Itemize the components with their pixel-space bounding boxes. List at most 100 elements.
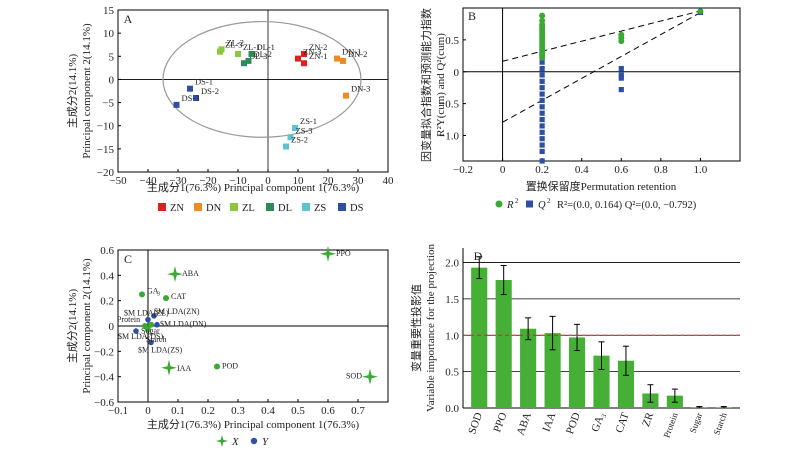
panel-c-x-star	[320, 245, 336, 262]
panel-c-y-label: $M LDA(DN)	[160, 320, 207, 329]
panel-b-xtick-label: 0.8	[654, 164, 668, 176]
panel-a-point-label: DL-3	[249, 51, 267, 61]
panel-a-point-label: DN-3	[351, 84, 370, 94]
panel-a-point-label: DL-1	[257, 42, 275, 52]
panel-a-point-label: DN-1	[342, 47, 361, 57]
panel-b-q2-point	[618, 75, 624, 81]
panel-b-regression-q2	[502, 12, 701, 123]
panel-a-frame	[117, 9, 389, 173]
panel-b-ytick-label: 0.5	[445, 35, 459, 47]
panel-d-category-label: PPO	[491, 411, 509, 434]
panel-c-ylabel-cn: 主成分2(14.1%)	[66, 289, 79, 364]
panel-a-point-label: DS-2	[201, 86, 219, 96]
panel-c-x-label: GA	[147, 286, 159, 295]
panel-b-xtick-label: 0.4	[575, 164, 589, 176]
panel-a-ytick-label: 15	[103, 5, 115, 17]
panel-c-ytick-label: −0.2	[94, 346, 114, 358]
panel-c-ytick-label: 0.2	[100, 296, 114, 308]
panel-c-xtick-label: 0.7	[351, 405, 365, 417]
panel-d: 0.0 0.5 1.0 1.5 2.0 SOD PPO ABA IAA POD GA₃ CAT ZR Pr…	[409, 244, 740, 439]
panel-c: −0.1 0 0.1 0.2 0.3 0.4 0.5 0.6 0.7 −0.6 −0.4 −0.2 0 0…	[66, 245, 389, 448]
panel-d-ytick-label: 0.0	[445, 403, 459, 415]
panel-a-xtick-label: 20	[323, 175, 335, 187]
panel-c-x-star	[161, 359, 177, 376]
panel-c-y-label: $M LDA(DS)	[118, 332, 163, 341]
panel-b-xlabel: 置换保留度Permutation retention	[526, 179, 677, 193]
panel-a-point	[340, 57, 346, 64]
panel-b-q2-point	[539, 129, 545, 135]
panel-a-point	[334, 55, 340, 62]
panel-c-ylabel-en: Principal component 2(14.1%)	[81, 258, 93, 394]
panel-b-q2-point	[539, 104, 545, 110]
panel-a-xtick-label: −30	[169, 175, 187, 187]
panel-b-ytick-label: −1.0	[439, 131, 459, 143]
panel-c-ytick-label: 0.6	[100, 245, 114, 257]
panel-b-q2-point	[539, 123, 545, 129]
panel-a-point	[173, 101, 180, 108]
panel-c-xtick-label: 0.4	[261, 405, 275, 417]
panel-c-x-point	[214, 363, 220, 370]
panel-c-legend-y-swatch	[250, 437, 258, 445]
panel-c-y-label: $M LDA(ZL)	[124, 309, 169, 318]
panel-d-category-label: GA₃	[589, 411, 607, 434]
panel-c-x-label: POD	[222, 362, 238, 371]
panel-a-point	[193, 94, 199, 101]
panel-c-legend-y-label: Y	[262, 436, 270, 448]
panel-d-category-label: IAA	[540, 411, 558, 434]
panel-d-bar	[568, 337, 586, 408]
panel-b-r2-point	[697, 8, 704, 15]
panel-c-x-star	[167, 266, 183, 283]
panel-a-point-label: ZL-3	[225, 40, 242, 50]
panel-c-y-label: $M LDA(ZS)	[138, 345, 183, 354]
panel-c-xtick-label: 0.3	[231, 405, 245, 417]
panel-a-ytick-label: 10	[103, 28, 115, 40]
panel-a-point	[301, 60, 307, 67]
panel-a-xtick-label: 0	[265, 175, 271, 187]
panel-d-ylabel-cn: 变量重要性投影值	[409, 284, 423, 372]
panel-a-point	[245, 57, 252, 64]
panel-b-q2-point	[539, 142, 545, 148]
panel-d-category-label: POD	[564, 411, 583, 436]
panel-b-q2-point	[539, 136, 545, 142]
panel-c-x-label: PPO	[336, 249, 351, 258]
panel-c-xtick-label: 0.2	[201, 405, 215, 417]
panel-b-legend-q2-sup: 2	[547, 197, 551, 205]
panel-a-point-label: ZS-1	[300, 116, 317, 126]
panel-d-ytick-label: 2.0	[445, 258, 459, 270]
panel-c-x-point	[163, 295, 169, 302]
panel-b-q2-point	[539, 97, 545, 104]
panel-a-legend-label: DS	[350, 203, 364, 214]
panel-b-legend-r2-swatch	[495, 200, 503, 208]
panel-b-xtick-label: 0.6	[614, 164, 628, 176]
panel-b-q2-point	[539, 59, 545, 65]
panel-c-xtick-label: −0.1	[108, 405, 128, 417]
panel-a: −50 −40 −30 −20 −10 0 10 20 30 40−20−15−10−505101…	[66, 5, 394, 214]
panel-b-legend-intercepts: R²=(0.0, 0.164) Q²=(0.0, −0.792)	[557, 200, 697, 211]
panel-b-regression-r2	[502, 10, 701, 62]
panel-c-y-point	[154, 321, 160, 328]
panel-a-legend-label: DL	[278, 203, 292, 214]
panel-c-x-point	[145, 326, 151, 333]
panel-a-xtick-label: 10	[293, 175, 305, 187]
panel-a-legend-swatch	[230, 203, 238, 211]
panel-b-r2-point	[539, 12, 546, 19]
panel-a-point	[343, 92, 349, 99]
panel-a-letter: A	[124, 12, 133, 26]
panel-a-xtick-label: −20	[199, 175, 217, 187]
panel-a-point	[248, 50, 255, 57]
panel-c-y-point	[151, 313, 157, 319]
panel-a-point-label: ZL-1	[243, 42, 260, 52]
panel-b-ytick-label: 0	[454, 67, 460, 79]
panel-c-y-point	[148, 339, 154, 346]
panel-b-xtick-label: 0	[500, 164, 506, 176]
panel-c-ytick-label: 0.4	[100, 270, 114, 282]
panel-a-point	[301, 50, 307, 57]
panel-b-ylabel-en: R²Y(cum) and Q²(cum)	[435, 33, 447, 137]
panel-c-ytick-label: −0.4	[94, 372, 114, 384]
panel-a-point	[283, 143, 289, 150]
panel-c-legend-x-label: X	[231, 436, 240, 448]
panel-b: −0.2 0 0.2 0.4 0.6 0.8 1.0 −1.0 −0.5 0 0.5 B 置换保留度Pe…	[419, 7, 741, 211]
panel-a-ytick-label: −10	[97, 121, 115, 133]
panel-c-x-label: SOD	[346, 372, 362, 381]
